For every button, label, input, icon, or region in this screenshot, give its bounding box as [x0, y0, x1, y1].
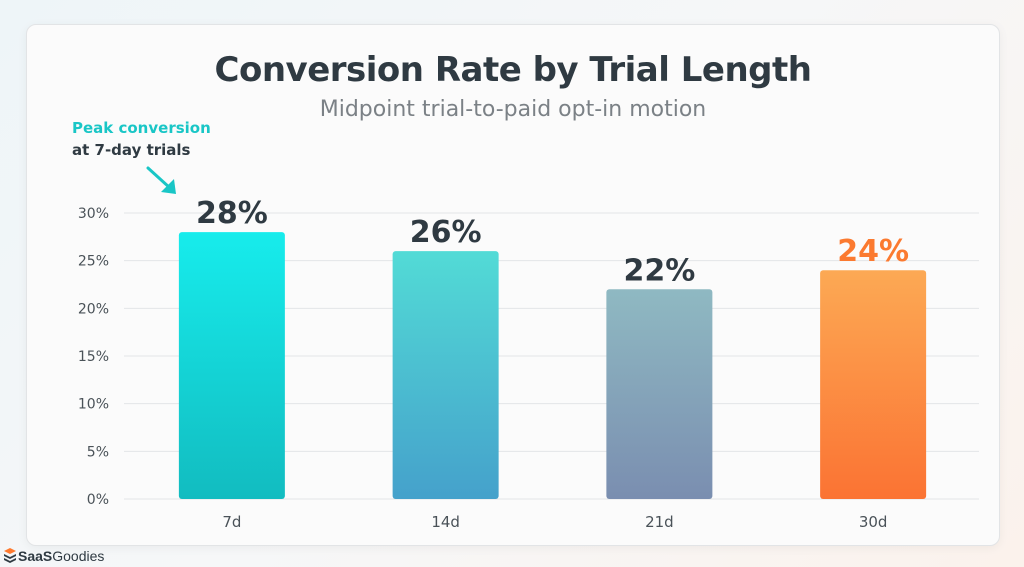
- y-axis-ticks: 0% 5% 10% 15% 20% 25% 30%: [78, 206, 109, 508]
- arrow-head: [161, 179, 176, 194]
- value-label-30d: 24%: [837, 234, 909, 269]
- chart-card: Conversion Rate by Trial Length Midpoint…: [26, 24, 1000, 546]
- bars: [178, 232, 927, 500]
- bar-7d: [178, 232, 285, 500]
- y-tick-label: 10%: [78, 397, 109, 413]
- brand-name: SaaSGoodies: [18, 548, 105, 564]
- x-tick-label: 14d: [431, 513, 460, 531]
- stack-icon: [4, 548, 16, 563]
- value-label-14d: 26%: [410, 215, 482, 250]
- arrow-shaft: [146, 166, 172, 190]
- bar-14d: [392, 251, 499, 499]
- y-tick-label: 25%: [78, 254, 109, 270]
- y-tick-label: 15%: [78, 349, 109, 365]
- chart-title: Conversion Rate by Trial Length: [214, 50, 812, 90]
- y-tick-label: 0%: [87, 492, 109, 508]
- y-tick-label: 5%: [87, 444, 109, 460]
- x-tick-label: 7d: [222, 513, 241, 531]
- annotation-line-1: Peak conversion: [72, 119, 211, 137]
- x-axis-ticks: 7d 14d 21d 30d: [222, 513, 887, 531]
- annotation-line-2: at 7-day trials: [72, 141, 191, 159]
- brand-logo: SaaSGoodies: [4, 547, 104, 565]
- value-labels: 28% 26% 22% 24%: [196, 196, 909, 288]
- x-tick-label: 30d: [859, 513, 888, 531]
- bar-chart: 0% 5% 10% 15% 20% 25% 30% 28% 26% 22% 24% 7d 14d 21…: [78, 166, 979, 531]
- y-tick-label: 30%: [78, 206, 109, 222]
- bar-30d: [820, 270, 927, 499]
- value-label-21d: 22%: [623, 253, 695, 288]
- bar-21d: [606, 289, 713, 499]
- value-label-7d: 28%: [196, 196, 268, 231]
- x-tick-label: 21d: [645, 513, 674, 531]
- chart-subtitle: Midpoint trial-to-paid opt-in motion: [319, 97, 707, 122]
- annotation-arrow: [146, 166, 176, 194]
- y-tick-label: 20%: [78, 301, 109, 317]
